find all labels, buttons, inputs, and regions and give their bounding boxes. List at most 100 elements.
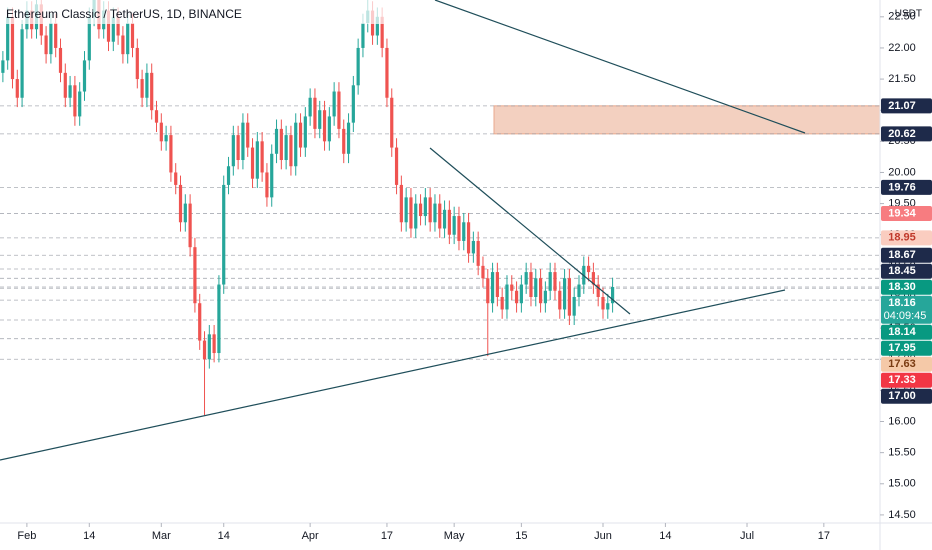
price-badge	[881, 247, 932, 263]
candle-body	[481, 265, 485, 279]
x-tick-label: Feb	[17, 530, 36, 542]
candle-body	[222, 184, 226, 285]
candle-body	[44, 35, 48, 55]
candle-body	[265, 172, 269, 198]
candle-body	[217, 284, 221, 354]
candle-body	[159, 122, 163, 142]
price-badge-label: 17.95	[888, 342, 916, 354]
candle-body	[591, 272, 595, 285]
candle-body	[135, 47, 139, 80]
candle-body	[490, 272, 495, 304]
x-tick-label: 15	[515, 530, 527, 542]
price-badge	[881, 263, 932, 279]
x-tick-label: Jul	[740, 530, 754, 542]
price-badge-label: 18.45	[888, 265, 916, 277]
candle-body	[414, 203, 418, 229]
candle-body	[529, 272, 533, 297]
support-trendline	[0, 289, 786, 461]
candle-body	[231, 135, 235, 167]
price-badge-label: 17.33	[888, 374, 916, 386]
candle-body	[212, 334, 216, 354]
x-tick-label: Jun	[594, 530, 612, 542]
candle-body	[198, 303, 202, 341]
x-tick-label: 17	[381, 530, 393, 542]
candle-body	[342, 128, 346, 154]
price-badge-label: 17.63	[888, 358, 916, 370]
candle-body	[318, 110, 322, 129]
candle-body	[236, 135, 240, 161]
candle-body	[361, 23, 365, 48]
candle-body	[606, 303, 610, 310]
y-tick-label: 22.00	[888, 42, 916, 54]
x-tick-label: May	[444, 530, 465, 542]
candle-body	[346, 122, 351, 154]
price-badge-label: 18.16	[888, 297, 916, 309]
candle-body	[6, 16, 10, 61]
candle-body	[188, 203, 192, 248]
candle-body	[183, 203, 187, 223]
candle-body	[255, 141, 259, 179]
y-tick-label: 15.00	[888, 478, 916, 490]
candle-body	[562, 278, 567, 310]
price-badge-label: 18.95	[888, 232, 916, 244]
y-axis: 14.5015.0015.5016.0016.5017.0017.5018.00…	[880, 11, 932, 521]
candle-body	[78, 91, 82, 117]
price-badge-label: 19.34	[888, 207, 916, 219]
x-tick-label: Apr	[302, 530, 319, 542]
price-badge	[881, 372, 932, 388]
candle-body	[121, 35, 125, 55]
descending-trendline	[429, 147, 631, 315]
chart-title: Ethereum Classic / TetherUS, 1D, BINANCE	[6, 7, 242, 21]
candle-body	[10, 16, 15, 80]
candle-body	[308, 97, 312, 117]
candle-body	[284, 135, 288, 161]
candle-body	[106, 10, 111, 42]
candle-body	[20, 29, 24, 98]
currency-label: USDT	[895, 9, 922, 20]
candle-body	[332, 91, 336, 117]
y-tick-label: 14.50	[888, 509, 916, 521]
candle-body	[15, 79, 19, 98]
price-badge	[881, 356, 932, 372]
candle-body	[250, 147, 255, 179]
candle-body	[140, 79, 144, 98]
candle-body	[150, 72, 154, 111]
price-badge	[881, 295, 932, 324]
candle-body	[471, 240, 475, 254]
candle-body	[495, 272, 499, 297]
plot-area	[0, 0, 881, 416]
candle-body	[279, 128, 283, 161]
candle-body	[327, 116, 331, 142]
x-tick-label: 14	[83, 530, 95, 542]
candle-body	[154, 110, 159, 123]
x-tick-label: 14	[218, 530, 230, 542]
candle-body	[433, 203, 437, 223]
candle-body	[452, 216, 456, 235]
candle-body	[409, 197, 413, 229]
candle-body	[375, 16, 379, 36]
candle-body	[274, 128, 279, 154]
candle-body	[572, 296, 576, 316]
candle-body	[553, 272, 557, 291]
candle-body	[442, 209, 447, 229]
price-badge	[881, 230, 932, 246]
candle-body	[399, 184, 403, 223]
candle-body	[202, 340, 207, 360]
candle-body	[241, 122, 245, 161]
price-badge	[881, 126, 932, 142]
candle-body	[394, 147, 399, 185]
price-badge-label: 19.76	[888, 181, 916, 193]
candle-body	[486, 278, 490, 304]
price-badge	[881, 179, 932, 195]
candle-body	[351, 85, 355, 123]
price-badge	[881, 279, 932, 295]
price-badge	[881, 98, 932, 114]
candle-body	[567, 278, 571, 316]
candle-body	[610, 287, 615, 304]
candle-body	[322, 110, 327, 142]
candle-body	[270, 153, 274, 198]
price-badge	[881, 340, 932, 356]
y-tick-label: 21.50	[888, 73, 916, 85]
candle-body	[466, 222, 471, 254]
price-badge-label: 18.67	[888, 249, 916, 261]
